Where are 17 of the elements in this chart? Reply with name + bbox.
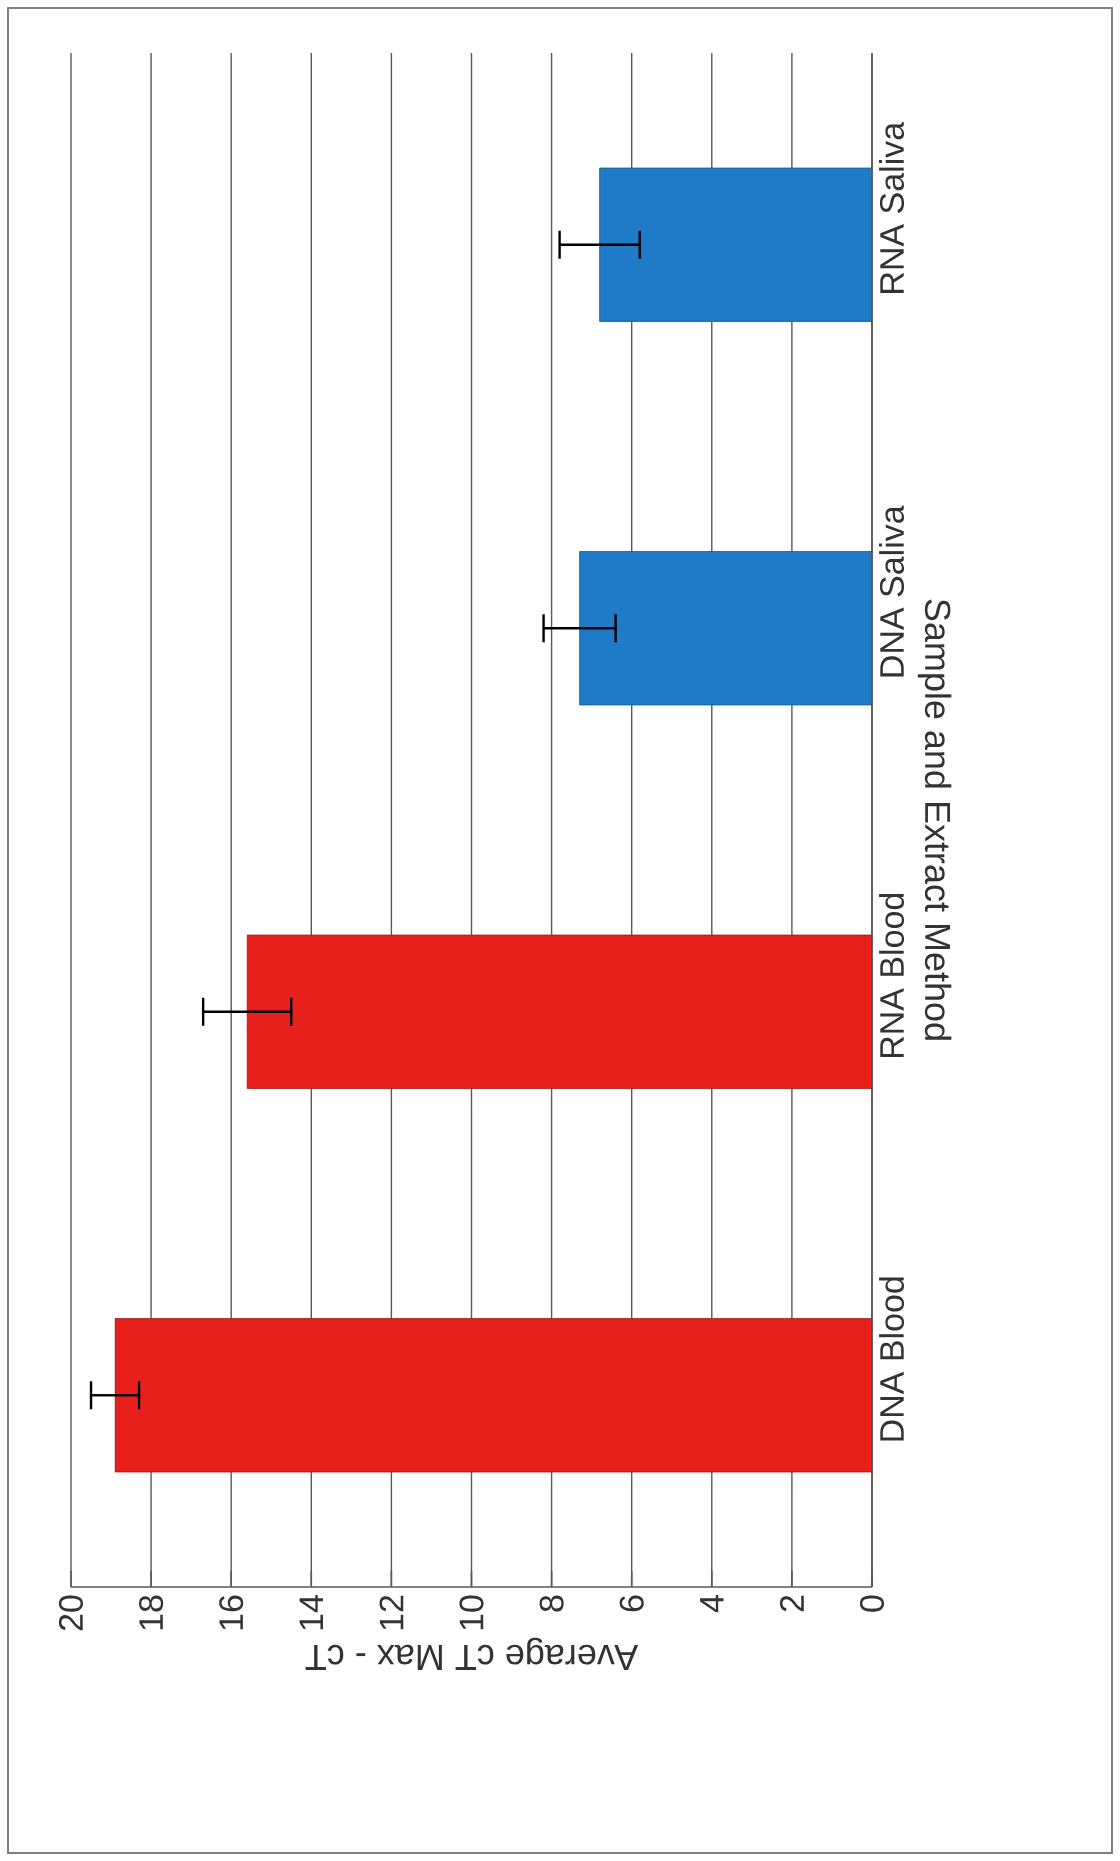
x-tick-label: 0 — [859, 1595, 885, 1612]
y-tick-label: RNA Saliva — [879, 121, 905, 293]
y-tick-label: DNA Blood — [879, 1277, 905, 1441]
x-tick-label: 20 — [58, 1595, 84, 1631]
x-tick-label: 16 — [219, 1595, 244, 1630]
y-tick-label: DNA Saliva — [879, 505, 905, 677]
x-tick-label: 4 — [700, 1595, 724, 1613]
x-tick-label: 14 — [299, 1595, 323, 1630]
x-tick-label: 6 — [619, 1595, 644, 1612]
x-tick-label: 2 — [780, 1595, 804, 1612]
y-tick-label: RNA Blood — [879, 893, 905, 1058]
x-tick-label: 12 — [379, 1595, 404, 1630]
x-axis-title: Average cT Max - cT — [305, 1637, 639, 1670]
y-axis-title: Sample and Extract Method — [917, 599, 952, 1040]
x-tick-label: 8 — [539, 1595, 564, 1612]
x-tick-label: 18 — [139, 1595, 164, 1630]
x-tick-label: 10 — [459, 1595, 484, 1630]
